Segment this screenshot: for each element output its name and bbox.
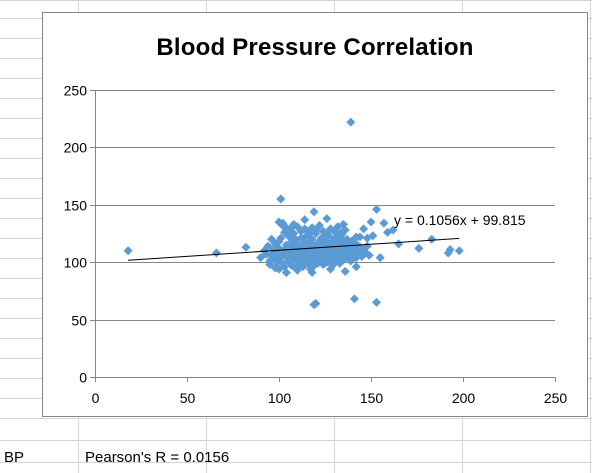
y-tick-label: 150 xyxy=(64,198,88,214)
data-point xyxy=(123,246,133,256)
data-point xyxy=(303,230,313,240)
chart-title: Blood Pressure Correlation xyxy=(156,34,474,61)
data-point xyxy=(314,220,324,230)
data-point xyxy=(211,248,221,258)
data-point xyxy=(454,246,464,256)
data-point xyxy=(379,218,389,228)
x-tick-label: 200 xyxy=(452,390,476,406)
data-point xyxy=(351,262,361,272)
data-point xyxy=(394,239,404,249)
y-tick-label: 50 xyxy=(71,313,87,329)
y-tick-label: 200 xyxy=(64,140,88,156)
data-point xyxy=(281,268,291,278)
trendline xyxy=(128,237,460,261)
data-point xyxy=(307,268,317,278)
data-point xyxy=(375,253,385,263)
data-point xyxy=(309,207,319,217)
data-point xyxy=(276,194,286,204)
data-point xyxy=(427,234,437,244)
data-point xyxy=(338,219,348,229)
y-tick-label: 100 xyxy=(64,255,88,271)
data-point xyxy=(300,215,310,225)
data-point xyxy=(285,232,295,242)
data-point xyxy=(322,214,332,224)
x-tick-label: 0 xyxy=(92,390,100,406)
data-point xyxy=(359,224,369,234)
cell-bp-label[interactable]: BP xyxy=(4,449,25,466)
data-point xyxy=(261,249,271,259)
data-point xyxy=(337,230,347,240)
data-point xyxy=(318,232,328,242)
data-point xyxy=(326,264,336,274)
data-point xyxy=(366,217,376,227)
data-point xyxy=(372,204,382,214)
x-tick-label: 150 xyxy=(360,390,384,406)
x-tick-label: 100 xyxy=(268,390,292,406)
data-point xyxy=(372,297,382,307)
trendline-equation: y = 0.1056x + 99.815 xyxy=(394,212,526,228)
cell-pearson-r[interactable]: Pearson's R = 0.0156 xyxy=(85,449,230,466)
data-point xyxy=(276,233,286,243)
data-point xyxy=(414,243,424,253)
data-point xyxy=(267,254,277,264)
data-point xyxy=(355,232,365,242)
y-tick-label: 0 xyxy=(79,370,87,386)
data-point xyxy=(270,263,280,273)
data-point xyxy=(349,294,359,304)
x-tick-label: 50 xyxy=(180,390,196,406)
data-point xyxy=(289,220,299,230)
data-point xyxy=(241,242,251,252)
data-point xyxy=(340,266,350,276)
data-point xyxy=(338,255,348,265)
data-point xyxy=(445,245,455,255)
x-tick-label: 250 xyxy=(544,390,568,406)
data-point xyxy=(388,225,398,235)
data-point xyxy=(309,300,319,310)
data-point xyxy=(368,231,378,241)
data-point xyxy=(364,250,374,260)
y-tick-label: 250 xyxy=(64,83,88,99)
data-point xyxy=(292,265,302,275)
data-point xyxy=(346,117,356,127)
